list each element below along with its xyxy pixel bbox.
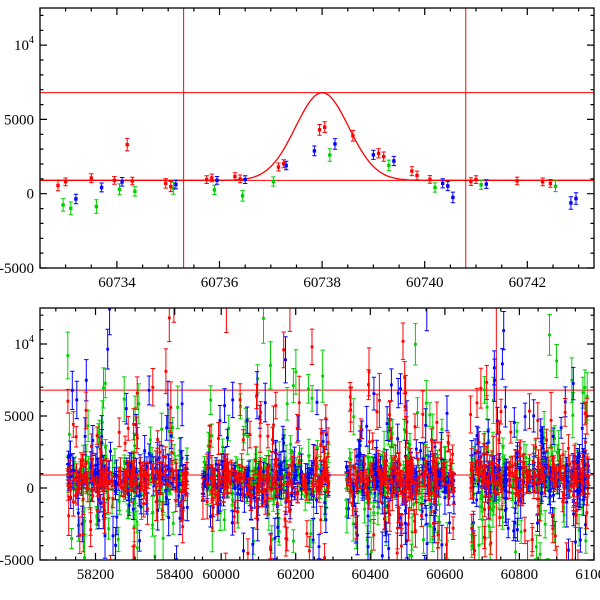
tick-label: 60600 <box>426 567 464 583</box>
tick-label: 60740 <box>406 275 444 291</box>
tick-label: 5000 <box>4 409 34 425</box>
axis-ticks <box>39 8 594 269</box>
tick-label: 60800 <box>501 567 539 583</box>
axis-frame <box>39 7 595 269</box>
tick-label: 60738 <box>303 275 341 291</box>
tick-label: 60736 <box>201 275 239 291</box>
tick-label: 58400 <box>156 567 194 583</box>
bottom-panel-chart: 58200 58400 60000 60200 60400 60600 60800 61000… <box>0 307 600 583</box>
plot-area <box>40 8 594 268</box>
axis-ticks <box>40 308 595 561</box>
tick-label: 104 <box>14 334 34 353</box>
error-bars <box>55 121 553 193</box>
model-curve <box>40 92 594 181</box>
error-bars <box>73 138 579 210</box>
data-points <box>56 125 553 189</box>
plot-area <box>40 308 594 560</box>
top-panel-chart: 60734 60736 60738 60740 60742 -5000 0 5000 104 <box>0 7 595 291</box>
data-points <box>74 142 578 205</box>
tick-label: 0 <box>27 481 35 497</box>
tick-label: 58200 <box>77 567 115 583</box>
tick-label: 60000 <box>202 567 240 583</box>
tick-label: 60400 <box>352 567 390 583</box>
error-bars <box>60 148 558 216</box>
tick-label: 5000 <box>4 112 34 128</box>
tick-label: -5000 <box>0 553 34 569</box>
tick-label: 0 <box>27 187 35 203</box>
tick-label: 61000 <box>575 567 600 583</box>
tick-label: 104 <box>14 35 34 54</box>
tick-label: 60200 <box>277 567 315 583</box>
tick-label: 60742 <box>509 275 547 291</box>
tick-label: 60734 <box>98 275 136 291</box>
tick-label: -5000 <box>0 261 34 277</box>
axis-frame <box>39 307 595 561</box>
data-points <box>61 153 558 210</box>
